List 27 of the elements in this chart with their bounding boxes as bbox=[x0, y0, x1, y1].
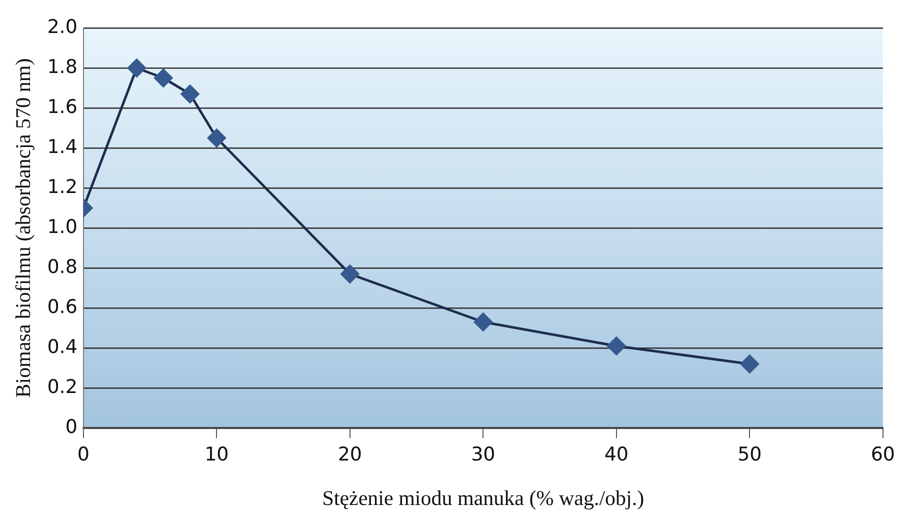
y-tick-label: 1.0 bbox=[47, 216, 78, 238]
x-tick-label: 10 bbox=[204, 443, 229, 466]
point bbox=[207, 128, 226, 148]
y-axis-title: Biomasa biofilmu (absorbancja 570 nm) bbox=[11, 58, 36, 398]
y-tick-label: 1.6 bbox=[47, 96, 78, 118]
x-tick-label: 60 bbox=[870, 443, 896, 466]
y-tick-label: 1.8 bbox=[47, 56, 78, 78]
y-tick-label: 1.2 bbox=[47, 176, 78, 198]
point bbox=[740, 354, 759, 374]
y-tick-label: 0.4 bbox=[47, 336, 78, 358]
y-tick-label: 0.8 bbox=[47, 256, 78, 278]
y-tick-label: 0.2 bbox=[47, 376, 78, 398]
point bbox=[474, 312, 492, 332]
point bbox=[340, 264, 360, 284]
point bbox=[154, 68, 173, 88]
y-tick-label: 1.4 bbox=[47, 136, 78, 158]
point bbox=[127, 58, 146, 78]
y-tick-label: 0.6 bbox=[47, 296, 78, 318]
x-tick-label: 50 bbox=[738, 443, 762, 466]
y-tick-label: 2.0 bbox=[47, 16, 78, 38]
point bbox=[607, 336, 626, 356]
x-axis-title: Stężenie miodu manuka (% wag./obj.) bbox=[322, 486, 644, 510]
x-tick-label: 20 bbox=[338, 443, 362, 466]
point bbox=[180, 84, 200, 104]
y-tick-label: 0 bbox=[65, 416, 78, 438]
x-tick-label: 40 bbox=[604, 443, 629, 466]
x-tick-label: 30 bbox=[471, 443, 496, 466]
